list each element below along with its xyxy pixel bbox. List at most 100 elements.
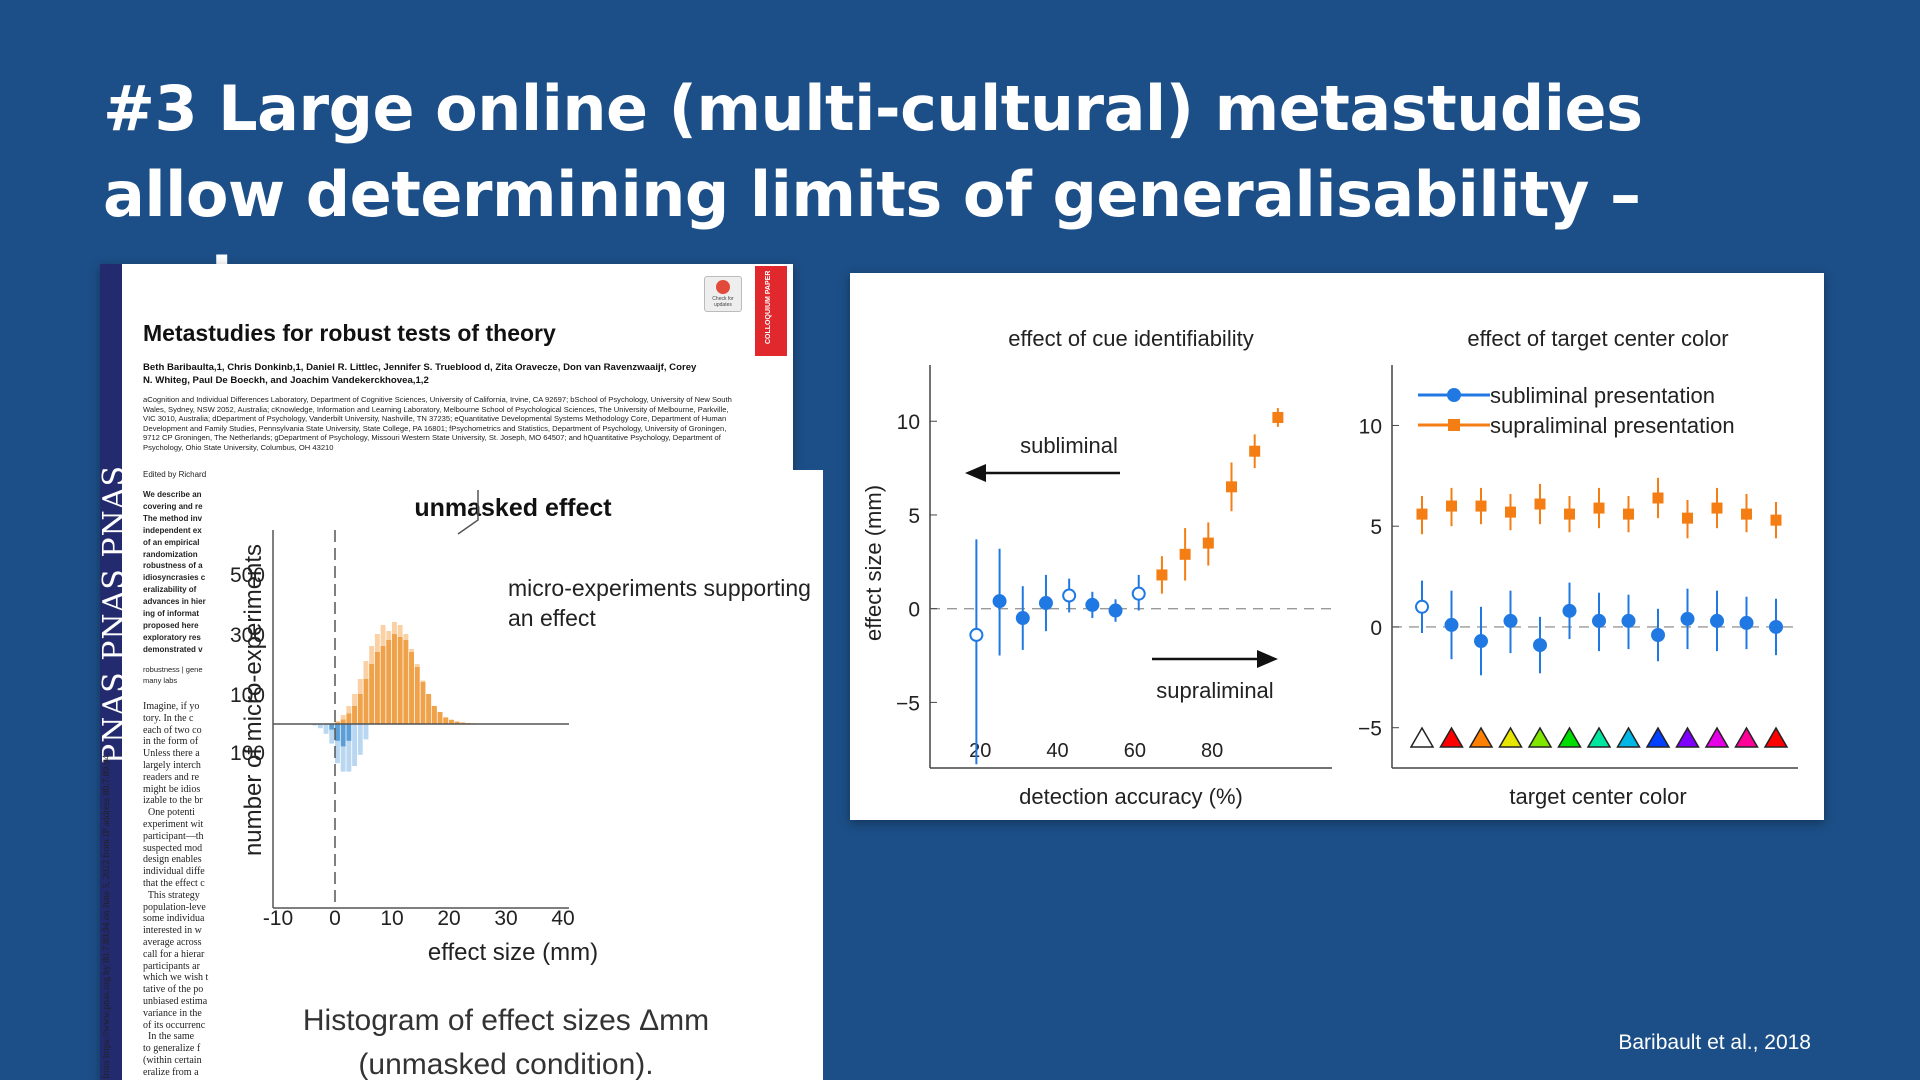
color-triangle-icon xyxy=(1527,726,1553,748)
cue-point-square xyxy=(1179,548,1191,560)
color-title: effect of target center color xyxy=(1467,326,1728,351)
histogram-bar xyxy=(443,717,449,724)
color-point-square xyxy=(1741,508,1752,520)
color-point xyxy=(1739,615,1754,630)
supraliminal-label: supraliminal xyxy=(1156,678,1273,703)
histogram-bar xyxy=(420,682,426,724)
color-y-tick: 10 xyxy=(1359,415,1382,438)
color-point-square xyxy=(1416,508,1428,520)
color-point-square xyxy=(1475,500,1487,512)
color-triangle-icon xyxy=(1586,726,1612,748)
cue-point-square xyxy=(1272,411,1284,423)
histogram-bar xyxy=(346,713,352,724)
pnas-logo-text: PNAS PNAS PNAS xyxy=(100,464,132,764)
histogram-bar-negative xyxy=(357,724,363,755)
histogram-bar-negative xyxy=(352,724,358,766)
histogram-bar xyxy=(340,719,346,724)
pnas-download-note: from https://www.pnas.org by 80.7.89.94 … xyxy=(102,752,112,1079)
cue-point-square xyxy=(1202,537,1214,549)
color-triangle-icon xyxy=(1704,726,1730,748)
histogram-bar-negative-dark xyxy=(340,724,346,747)
color-point xyxy=(1621,613,1636,628)
citation: Baribault et al., 2018 xyxy=(1618,1031,1811,1054)
cue-identifiability-figure: effect of cue identifiability effect of … xyxy=(850,273,1824,820)
cue-title: effect of cue identifiability xyxy=(1008,326,1253,351)
color-point-square xyxy=(1682,512,1693,524)
histogram-bar xyxy=(409,652,415,724)
histogram-bar xyxy=(363,679,369,724)
histogram-bar xyxy=(431,706,437,724)
histogram-bar-negative xyxy=(335,724,340,764)
color-point-square xyxy=(1505,506,1516,518)
cue-point xyxy=(1085,597,1100,612)
histogram-bar xyxy=(374,652,380,724)
histogram-bar xyxy=(426,694,432,724)
color-point xyxy=(1592,613,1606,628)
histogram-bar-negative xyxy=(317,724,323,729)
histogram-y-tick: 500 xyxy=(230,564,265,587)
paper-authors: Beth Baribaulta,1, Chris Donkinb,1, Dani… xyxy=(143,362,697,386)
color-x-label: target center color xyxy=(1509,784,1686,809)
histogram-x-tick: 0 xyxy=(329,907,341,930)
histogram-x-tick: 30 xyxy=(494,907,517,930)
subliminal-label: subliminal xyxy=(1020,433,1118,458)
histogram-title: unmasked effect xyxy=(414,494,612,522)
color-point xyxy=(1533,638,1547,653)
cue-y-tick: 10 xyxy=(897,411,920,434)
color-triangle-icon xyxy=(1616,726,1641,748)
color-triangle-icon xyxy=(1557,726,1582,748)
color-point-square xyxy=(1711,502,1723,514)
histogram-y-tick-lower: 100 xyxy=(230,742,265,765)
color-point xyxy=(1503,613,1518,628)
histogram-bar xyxy=(449,719,454,724)
color-triangle-icon xyxy=(1734,726,1759,748)
cue-chart: effect of cue identifiability effect of … xyxy=(861,326,1798,809)
color-point xyxy=(1444,617,1459,632)
legend-marker xyxy=(1447,388,1461,402)
histogram-x-tick: 10 xyxy=(380,907,403,930)
histogram-bar xyxy=(437,712,443,724)
subliminal-arrowhead xyxy=(965,464,986,482)
color-point xyxy=(1474,634,1488,649)
color-point-square xyxy=(1652,492,1664,504)
histogram-bar xyxy=(352,706,358,724)
histogram-bar xyxy=(386,640,392,724)
cue-point xyxy=(1015,611,1030,626)
supraliminal-arrowhead xyxy=(1257,650,1278,668)
colloquium-badge-label: COLLOQUIUM PAPER xyxy=(765,270,772,344)
cue-point xyxy=(1038,596,1053,611)
histogram-bar-negative-dark xyxy=(346,724,352,741)
histogram-ticks: -10 0 10 20 30 40 500 300 100 100 xyxy=(230,564,575,930)
histogram-x-tick: 20 xyxy=(437,907,460,930)
histogram-y-tick: 100 xyxy=(230,684,265,707)
histogram-bar-negative xyxy=(363,724,369,740)
color-point xyxy=(1415,599,1429,614)
legend-label: subliminal presentation xyxy=(1490,383,1715,408)
color-point xyxy=(1680,611,1695,626)
cue-x-label: detection accuracy (%) xyxy=(1019,784,1243,809)
histogram-bar xyxy=(397,637,403,724)
histogram-bar-negative xyxy=(329,724,335,744)
cue-y-tick: 0 xyxy=(908,599,920,622)
paper-edited-by: Edited by Richard xyxy=(143,470,207,479)
cue-y-tick: 5 xyxy=(908,505,920,528)
legend-label: supraliminal presentation xyxy=(1490,413,1735,438)
cue-point xyxy=(1131,586,1146,601)
histogram-y-tick: 300 xyxy=(230,624,265,647)
cue-point xyxy=(969,627,984,642)
cue-x-tick: 60 xyxy=(1124,740,1146,762)
histogram-bar-negative xyxy=(323,724,329,734)
histogram-chart: unmasked effect number of micro-experime… xyxy=(230,490,811,1080)
color-point-square xyxy=(1534,498,1546,510)
paper-affiliations: aCognition and Individual Differences La… xyxy=(143,395,732,452)
histogram-x-tick: 40 xyxy=(551,907,574,930)
paper-keywords: robustness | gene many labs xyxy=(143,665,203,685)
check-for-updates-icon[interactable]: Check for updates xyxy=(704,276,742,312)
cue-point-square xyxy=(1249,445,1261,457)
cue-x-tick: 40 xyxy=(1046,740,1068,762)
histogram-bar xyxy=(357,694,363,724)
paper-title: Metastudies for robust tests of theory xyxy=(143,320,556,346)
histogram-panel: unmasked effect number of micro-experime… xyxy=(213,470,823,1080)
color-point xyxy=(1562,603,1577,618)
color-triangle-icon xyxy=(1409,726,1435,748)
